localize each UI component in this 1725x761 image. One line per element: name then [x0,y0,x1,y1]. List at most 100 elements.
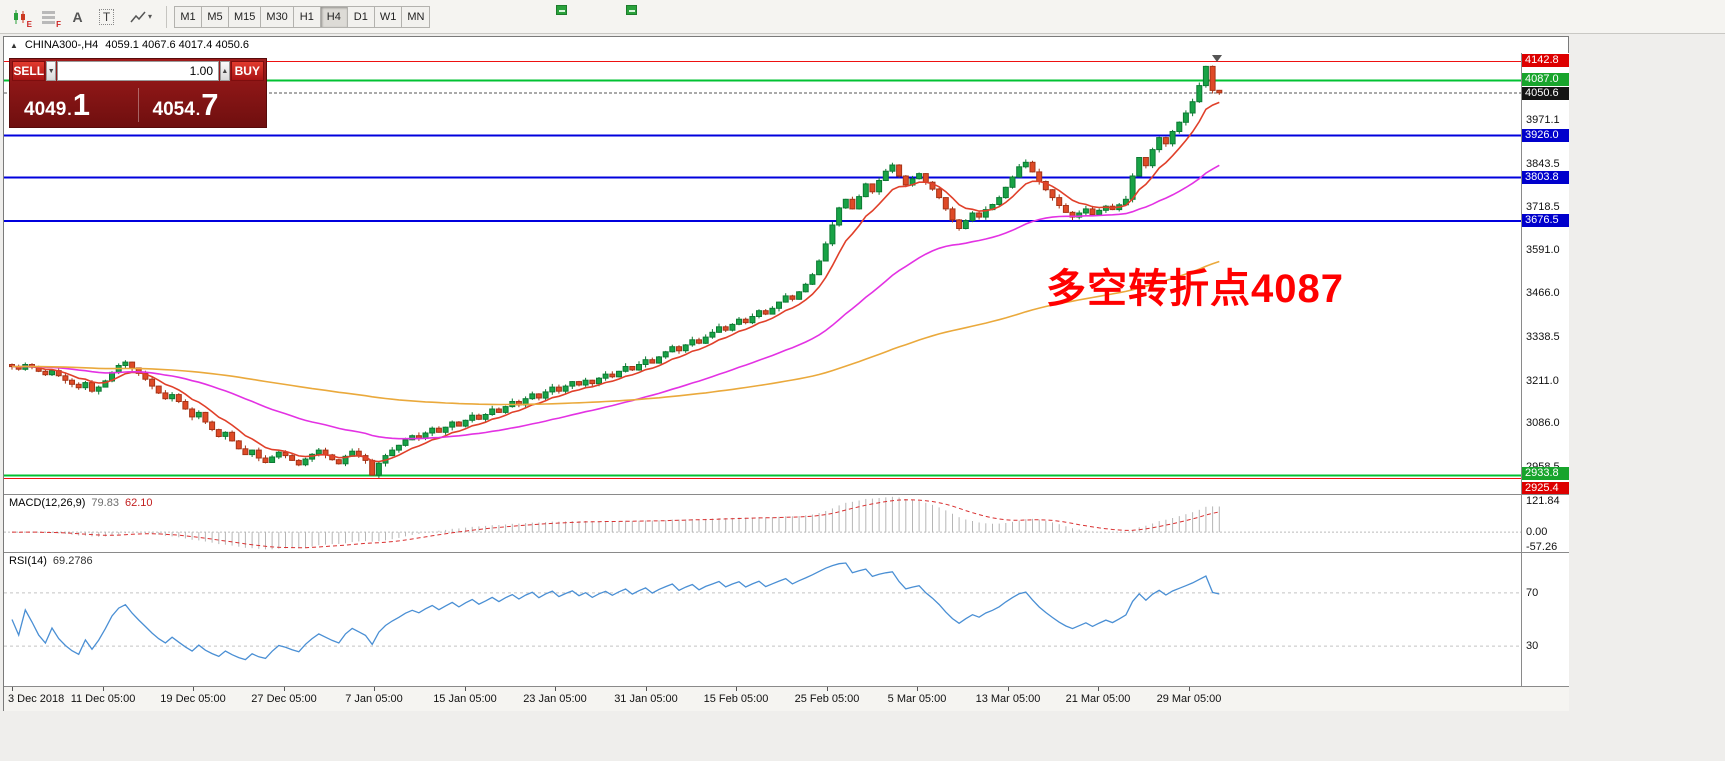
one-click-trade-panel: SELL ▼ ▲ BUY 4049 . 1 4054 . 7 [9,58,267,128]
price-tick: 3718.5 [1526,200,1560,213]
price-divider [137,88,139,122]
time-label: 13 Mar 05:00 [975,693,1041,705]
macd-signal-value: 62.10 [124,497,153,509]
list-glyph [42,10,55,24]
bid-price: 4049 . 1 [10,89,138,121]
bid-main-digits: 4049 [24,99,67,120]
mid-ma [11,164,1220,440]
macd-tick: -57.26 [1526,541,1558,552]
annotation-text: 多空转折点4087 [1046,267,1344,311]
timeframe-m15[interactable]: M15 [228,5,261,28]
symbol-label: CHINA300-,H4 [24,39,99,51]
macd-histogram [18,496,1220,550]
arrow-objects-icon[interactable]: ▾ [122,5,160,29]
green-list-icon[interactable] [626,5,637,15]
indicator-list-icon[interactable]: F [35,5,62,29]
rsi-value: 69.2786 [52,555,93,567]
bid-dot: . [67,102,72,119]
time-label: 15 Jan 05:00 [433,693,497,705]
chart-shift-marker[interactable] [1212,55,1222,62]
text-label-icon[interactable]: A [72,8,83,25]
toolbar: E F A T ▾ M1 M5 M15 M30 H1 H4 D1 W1 MN [0,0,1725,34]
time-tick [1098,687,1099,691]
chevron-down-icon: ▾ [147,12,152,21]
timeframe-m5[interactable]: M5 [201,5,228,28]
time-label: 5 Mar 05:00 [887,693,947,705]
chart-window: ▲ CHINA300-,H4 4059.1 4067.6 4017.4 4050… [3,36,1569,711]
time-label: 3 Dec 2018 [8,693,65,705]
candlestick-glyph [13,9,25,24]
price-tick: 3086.0 [1526,417,1560,430]
timeframe-h4[interactable]: H4 [319,5,347,28]
candlestick-chart-icon[interactable]: E [6,5,33,29]
buy-button[interactable]: BUY [230,61,264,81]
candlestick-chart [4,60,1521,479]
time-tick [374,687,375,691]
main-chart-plot[interactable]: 多空转折点4087 SELL ▼ ▲ BUY 4049 . 1 4054 . [4,53,1521,494]
price-line-label: 2925.4 [1522,482,1569,494]
rsi-line [11,562,1220,661]
time-axis[interactable]: 3 Dec 2018 11 Dec 05:00 19 Dec 05:00 27 Dec… [4,686,1569,711]
price-tick: 3971.1 [1526,114,1560,127]
price-tick: 3843.5 [1526,157,1560,170]
time-label: 15 Feb 05:00 [703,693,769,705]
volume-down-button[interactable]: ▼ [46,61,56,81]
rsi-panel[interactable]: RSI(14) 69.2786 [4,552,1521,686]
time-label: 11 Dec 05:00 [70,693,136,705]
price-tick: 3338.5 [1526,330,1560,343]
timeframe-m1[interactable]: M1 [174,5,201,28]
text-tool-icon[interactable]: T [93,5,120,29]
macd-tick: 0.00 [1526,526,1548,539]
macd-label: MACD(12,26,9) 79.83 62.10 [9,497,153,509]
time-tick [1189,687,1190,691]
time-tick [12,687,13,691]
rsi-title: RSI(14) [9,555,47,567]
timeframe-h1[interactable]: H1 [292,5,320,28]
macd-tick: 121.84 [1526,495,1560,507]
time-tick [646,687,647,691]
price-tick: 3211.0 [1526,374,1559,387]
icon-subscript-e: E [26,19,32,29]
time-tick [1008,687,1009,691]
timeframe-mn[interactable]: MN [401,5,431,28]
price-line-label: 3676.5 [1522,214,1569,228]
time-tick [193,687,194,691]
timeframe-toolbar: M1 M5 M15 M30 H1 H4 D1 W1 MN [174,5,431,28]
ask-dot: . [195,102,201,119]
green-chart-icon[interactable] [556,5,567,15]
ask-main-digits: 4054 [152,99,195,120]
macd-axis: 121.84 0.00 -57.26 [1521,494,1569,552]
collapse-triangle-icon[interactable]: ▲ [10,40,18,50]
rsi-chart [4,562,1521,661]
rsi-label: RSI(14) 69.2786 [9,555,93,567]
volume-up-button[interactable]: ▲ [220,61,230,81]
time-label: 21 Mar 05:00 [1065,693,1131,705]
trade-controls-row: SELL ▼ ▲ BUY [10,59,266,83]
time-label: 23 Jan 05:00 [523,693,587,705]
sell-button[interactable]: SELL [12,61,46,81]
price-line-label: 3803.8 [1522,170,1569,184]
rsi-axis: 70 30 [1521,552,1569,686]
time-tick [284,687,285,691]
timeframe-m30[interactable]: M30 [260,5,293,28]
price-axis[interactable]: 3971.1 3843.5 3718.5 3591.0 3466.0 3338.5 3211… [1521,53,1569,494]
text-tool-glyph: T [98,8,115,25]
time-tick [917,687,918,691]
time-label: 27 Dec 05:00 [251,693,317,705]
volume-input[interactable] [57,61,219,81]
time-tick [103,687,104,691]
macd-chart [4,496,1521,550]
ask-pip-digit: 7 [201,87,219,122]
rsi-tick: 70 [1526,586,1539,599]
time-label: 25 Feb 05:00 [794,693,860,705]
time-label: 31 Jan 05:00 [614,693,678,705]
time-label: 7 Jan 05:00 [345,693,403,705]
macd-panel[interactable]: MACD(12,26,9) 79.83 62.10 [4,494,1521,552]
ask-price: 4054 . 7 [139,89,267,121]
timeframe-d1[interactable]: D1 [346,5,374,28]
time-label: 19 Dec 05:00 [160,693,226,705]
timeframe-w1[interactable]: W1 [373,5,402,28]
chart-header: ▲ CHINA300-,H4 4059.1 4067.6 4017.4 4050… [4,37,1568,53]
fast-ma [11,101,1220,463]
